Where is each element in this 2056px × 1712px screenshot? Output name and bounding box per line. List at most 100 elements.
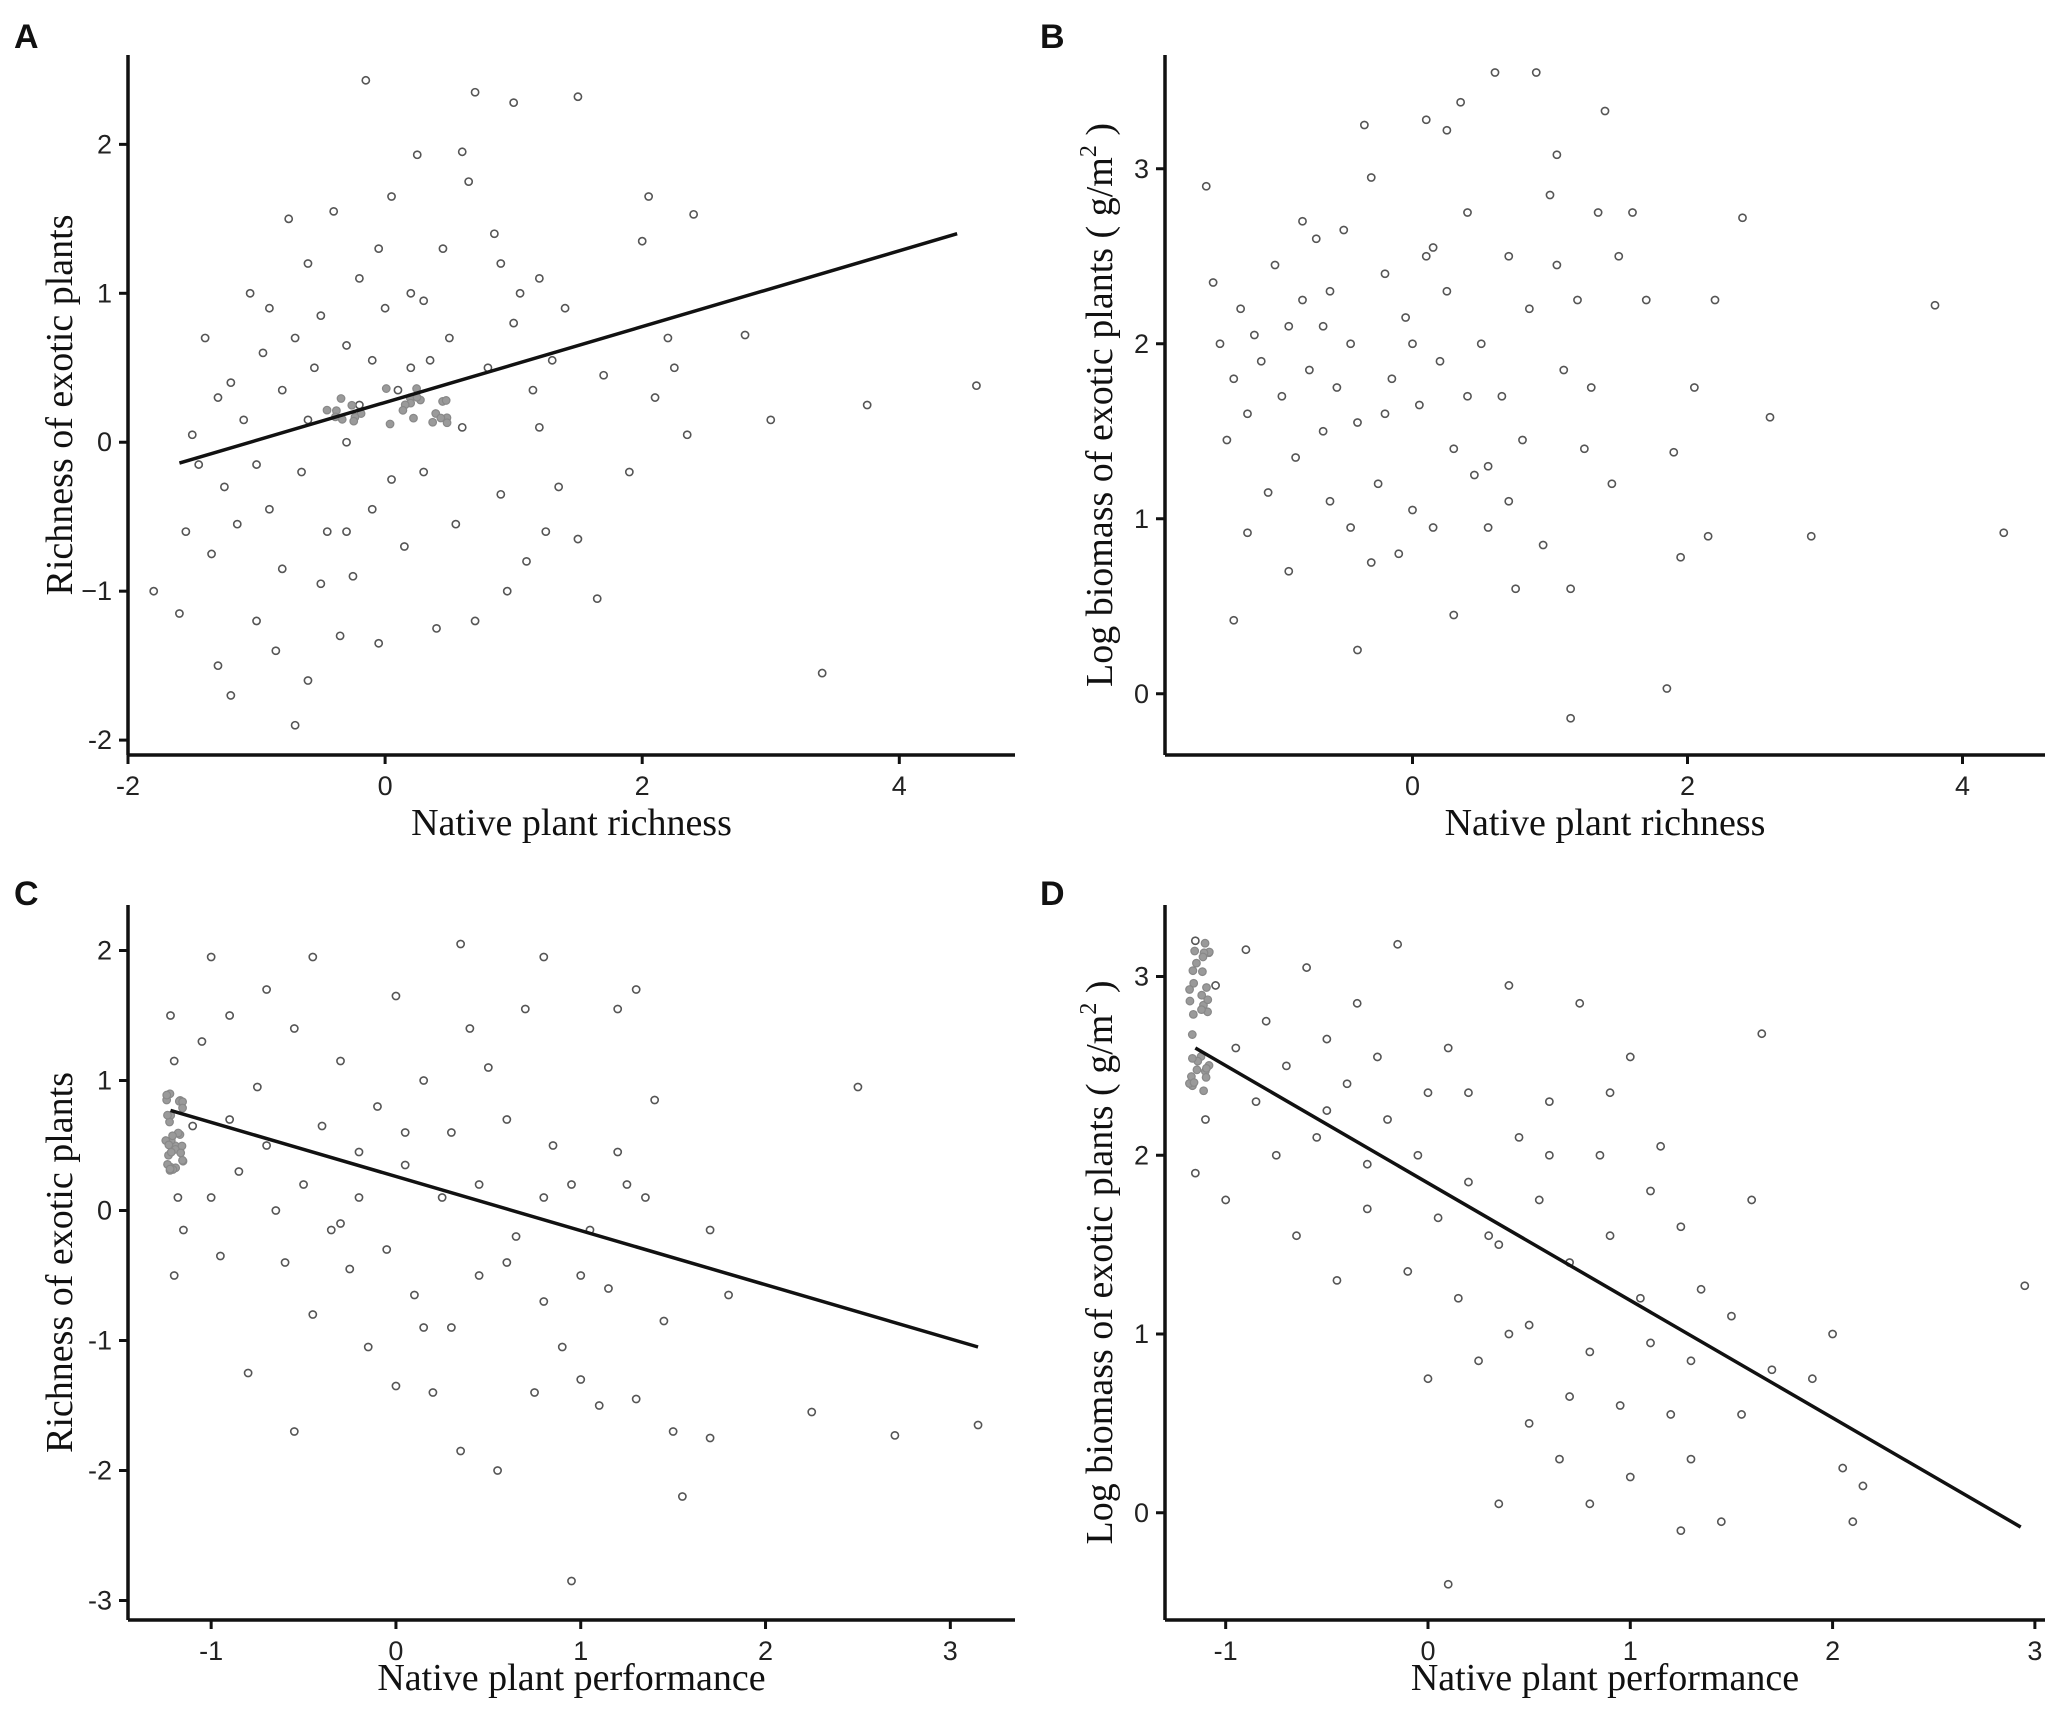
data-point — [689, 209, 699, 219]
data-point — [1198, 952, 1208, 962]
data-point — [1421, 251, 1431, 261]
panel-label: C — [14, 875, 39, 913]
data-point — [1464, 1177, 1473, 1187]
data-point — [1312, 1132, 1322, 1142]
data-point — [225, 1115, 235, 1124]
data-point — [1607, 479, 1617, 489]
data-point — [972, 381, 981, 391]
data-point — [520, 1004, 530, 1014]
data-point — [1243, 528, 1252, 538]
data-point — [539, 952, 549, 962]
data-point — [169, 1271, 179, 1280]
data-point — [1716, 1517, 1726, 1527]
data-point — [1531, 68, 1541, 77]
data-point — [374, 244, 384, 254]
data-point — [1518, 435, 1527, 445]
data-point — [1208, 278, 1218, 287]
data-point — [1605, 1231, 1615, 1241]
x-axis-title: Native plant richness — [411, 802, 732, 844]
data-point — [163, 1110, 172, 1120]
data-point — [289, 1024, 299, 1033]
data-point — [724, 1290, 733, 1300]
data-point — [1190, 1168, 1200, 1178]
data-point — [428, 417, 438, 427]
data-point — [178, 1103, 187, 1113]
data-point — [1201, 181, 1211, 191]
data-point — [1322, 1106, 1332, 1115]
data-point — [1261, 1016, 1271, 1026]
data-point — [613, 1147, 623, 1157]
data-point — [1332, 383, 1342, 392]
data-point — [1413, 1150, 1423, 1160]
data-point — [239, 415, 249, 425]
data-point — [1408, 505, 1417, 515]
data-point — [399, 542, 409, 551]
data-point — [567, 1180, 576, 1189]
data-point — [215, 1251, 225, 1261]
panel-label: A — [14, 18, 39, 56]
data-point — [188, 1121, 198, 1131]
x-axis-title: Native plant performance — [377, 1657, 765, 1699]
x-tick-label: -1 — [199, 1636, 223, 1666]
data-point — [322, 405, 332, 415]
data-point — [554, 482, 564, 492]
data-point — [1189, 1078, 1199, 1087]
data-point — [303, 415, 313, 425]
data-point — [489, 229, 499, 239]
data-point — [299, 1180, 308, 1189]
data-point — [277, 564, 287, 574]
y-tick-label: -1 — [88, 1326, 112, 1356]
data-point — [1585, 1499, 1595, 1509]
data-point — [234, 1167, 244, 1176]
data-point — [432, 624, 441, 633]
data-point — [862, 400, 872, 410]
data-point — [1747, 1195, 1757, 1205]
data-point — [178, 1155, 187, 1165]
data-point — [284, 214, 294, 224]
data-point — [317, 1121, 327, 1131]
data-point — [1318, 321, 1328, 331]
data-point — [1322, 1034, 1332, 1044]
data-point — [641, 1193, 650, 1202]
data-point — [1373, 479, 1383, 489]
data-point — [465, 1024, 475, 1033]
data-point — [622, 1180, 632, 1189]
data-point — [1504, 981, 1514, 990]
data-point — [1292, 1231, 1301, 1241]
panel-label: D — [1040, 875, 1065, 913]
data-point — [1346, 523, 1356, 532]
data-point — [1552, 260, 1562, 270]
data-point — [1614, 251, 1624, 261]
regression-line — [178, 232, 958, 465]
data-point — [220, 482, 229, 492]
data-point — [382, 1245, 392, 1254]
data-point — [436, 413, 446, 423]
data-point — [502, 1115, 512, 1124]
data-point — [1615, 1401, 1625, 1410]
data-point — [1222, 435, 1232, 445]
x-tick-label: 4 — [1955, 771, 1970, 801]
data-point — [1669, 447, 1679, 457]
x-tick-label: -2 — [116, 771, 140, 801]
data-point — [308, 1310, 318, 1319]
data-point — [1625, 1472, 1635, 1482]
data-point — [232, 519, 242, 529]
data-point — [252, 1082, 262, 1092]
data-point — [1538, 540, 1548, 550]
data-point — [1449, 610, 1459, 620]
y-tick-label: 3 — [1134, 154, 1149, 184]
y-tick-label: 1 — [97, 1066, 112, 1096]
data-point — [406, 363, 416, 373]
data-point — [631, 1394, 641, 1404]
data-point — [374, 638, 384, 648]
data-point — [252, 616, 261, 626]
regression-line — [1194, 1046, 2022, 1529]
data-point — [451, 519, 461, 529]
data-point — [1325, 286, 1335, 296]
x-tick-label: 0 — [1420, 1636, 1435, 1666]
data-point — [1656, 1141, 1666, 1151]
data-point — [1565, 1392, 1574, 1401]
data-point — [1686, 1454, 1696, 1464]
data-point — [1236, 304, 1246, 314]
data-point — [1534, 1195, 1544, 1205]
